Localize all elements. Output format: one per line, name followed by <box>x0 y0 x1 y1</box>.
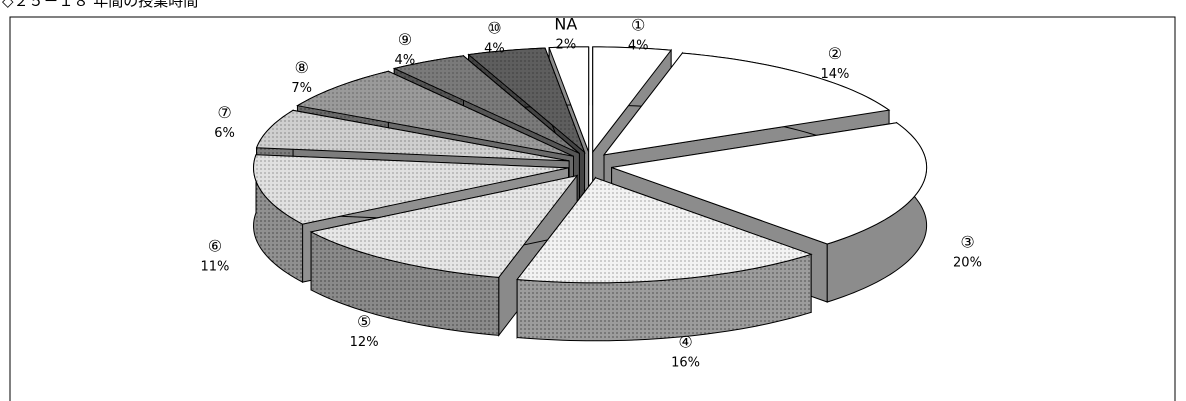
pie <box>253 46 928 342</box>
slice-value-label: 20% <box>953 256 982 271</box>
slice-top <box>592 46 673 154</box>
slice-top-texture <box>468 48 585 153</box>
slice-label: NA <box>554 15 577 34</box>
slice-top-texture <box>256 110 570 161</box>
slice-label: ⑥ <box>208 236 222 255</box>
slice-value-label: 4% <box>484 41 505 56</box>
slice-label: ① <box>631 15 645 34</box>
slice-label: ⑩ <box>487 18 501 37</box>
chart-title: ◇２５－１８ 年間の授業時間 <box>2 0 198 10</box>
slice-value-label: 4% <box>395 53 416 68</box>
slice-label: ⑦ <box>217 103 231 122</box>
slice-label: ⑧ <box>295 58 309 77</box>
slice-side-texture <box>517 254 812 341</box>
slice-label: ② <box>828 44 842 63</box>
slice-top-texture <box>253 154 569 225</box>
frame <box>9 16 1176 401</box>
slice-value-label: 2% <box>556 38 577 53</box>
slice-side-texture <box>253 154 303 283</box>
slice-top-texture <box>311 175 578 278</box>
slice-value-label: 6% <box>214 126 235 141</box>
slice-value-label: 16% <box>671 356 700 371</box>
slice-top <box>602 52 891 156</box>
slice-top-texture <box>394 55 580 154</box>
slice-value-label: 4% <box>628 38 649 53</box>
slice-label: ④ <box>678 333 692 352</box>
slice-value-label: 12% <box>350 335 379 350</box>
slice-value-label: 14% <box>821 67 850 82</box>
slice-label: ⑨ <box>398 30 412 49</box>
slice <box>516 176 813 342</box>
slice-top <box>611 122 928 245</box>
slice-top <box>548 46 590 153</box>
slice-top-texture <box>297 71 574 157</box>
slice-label: ③ <box>960 233 974 252</box>
slice-label: ⑤ <box>357 312 371 331</box>
slice-value-label: 7% <box>291 81 312 96</box>
slice-side-texture <box>311 231 499 336</box>
slice <box>309 174 579 337</box>
slice-top-texture <box>517 177 812 283</box>
slice-value-label: 11% <box>201 259 230 274</box>
